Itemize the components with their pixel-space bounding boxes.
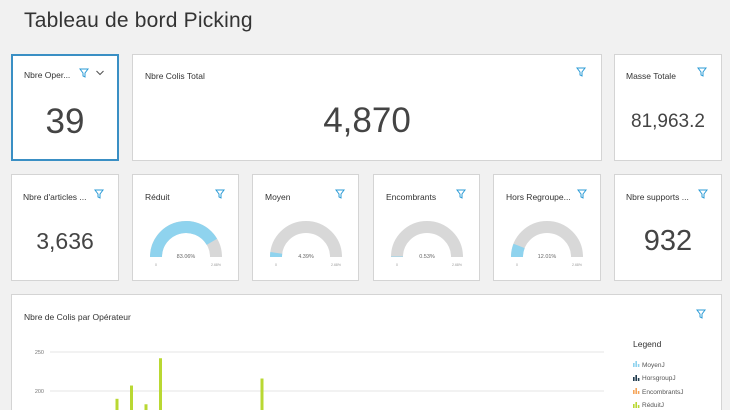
filter-icon[interactable] [456,189,466,199]
tile-masse-totale[interactable]: Masse Totale 81,963.2 [614,54,722,161]
gauge-track [269,221,342,258]
legend-label: HorsgroupJ [642,375,676,382]
chevron-down-icon[interactable] [95,68,105,78]
gauge-max-label: 2.68% [452,263,462,267]
legend-item: EncombrantsJ [633,388,684,396]
legend-swatch [633,374,640,383]
gauge-max-label: 2.68% [331,263,341,267]
tile-value: 4,870 [323,101,411,140]
legend-label: MoyenJ [642,361,665,369]
gauge-value: 0.53% [419,254,435,260]
tile-value: 932 [643,225,693,257]
legend-item: RéduitJ [633,401,665,410]
tile-nbre-colis-total[interactable]: Nbre Colis Total 4,870 [132,54,602,161]
gauge-value: 12.01% [538,254,557,260]
gauge-min-label: 0 [396,263,398,267]
legend-label: EncombrantsJ [642,388,684,396]
tile-gauge-hors-regroupement[interactable]: Hors Regroupe... 12.01% 0 2.68% [493,174,601,281]
tile-label: Réduit [145,192,170,202]
gauge: 0.53% 0 2.68% [374,217,479,267]
tile-label: Masse Totale [626,71,676,81]
tile-nbre-operateurs[interactable]: Nbre Oper... 39 [11,54,119,161]
filter-icon[interactable] [697,67,707,77]
gauge-fill [149,221,217,258]
tile-colis-par-operateur[interactable]: Nbre de Colis par Opérateur 250 200 Legen… [11,294,722,410]
tile-label: Encombrants [386,192,437,202]
gauge-value: 83.06% [176,254,195,260]
tile-label: Nbre d'articles ... [23,192,87,202]
gauge: 83.06% 0 2.68% [133,217,238,267]
gauge-min-label: 0 [516,263,518,267]
tile-label: Moyen [265,192,291,202]
bar [260,378,264,410]
gauge-max-label: 2.68% [572,263,582,267]
bar [144,404,148,410]
tile-gauge-reduit[interactable]: Réduit 83.06% 0 2.68% [132,174,239,281]
filter-icon[interactable] [696,309,706,319]
gauge: 4.39% 0 2.68% [253,217,358,267]
gauge-value: 4.39% [298,254,314,260]
filter-icon[interactable] [698,189,708,199]
filter-icon[interactable] [215,189,225,199]
legend-swatch [633,361,640,369]
tile-value: 39 [45,102,85,141]
legend-title: Legend [633,339,662,349]
gauge: 12.01% 0 2.68% [494,217,600,267]
tile-label: Nbre Oper... [24,70,71,80]
tile-label: Nbre supports ... [626,192,689,202]
filter-icon[interactable] [577,189,587,199]
tile-gauge-moyen[interactable]: Moyen 4.39% 0 2.68% [252,174,359,281]
tile-nbre-articles[interactable]: Nbre d'articles ... 3,636 [11,174,119,281]
page-title: Tableau de bord Picking [24,9,253,32]
bar [115,398,119,410]
gauge-fill [511,243,525,258]
legend-label: RéduitJ [642,402,665,409]
tile-label: Nbre Colis Total [145,71,205,81]
gauge-max-label: 2.68% [211,263,221,267]
filter-icon[interactable] [576,67,586,77]
bar [159,358,162,410]
chart-title: Nbre de Colis par Opérateur [24,312,131,322]
legend-item: MoyenJ [633,361,665,369]
gauge-min-label: 0 [275,263,277,267]
gauge-min-label: 0 [155,263,157,267]
y-tick-label: 250 [35,350,44,356]
tile-nbre-supports[interactable]: Nbre supports ... 932 [614,174,722,281]
gauge-track [390,221,463,258]
legend-swatch [633,401,640,410]
legend-item: HorsgroupJ [633,374,676,383]
gauge-track [511,221,583,258]
tile-label: Hors Regroupe... [506,192,571,202]
filter-icon[interactable] [79,68,89,78]
tile-value: 3,636 [36,228,94,254]
y-tick-label: 200 [35,389,44,395]
tile-value: 81,963.2 [631,111,705,132]
filter-icon[interactable] [94,189,104,199]
tile-gauge-encombrants[interactable]: Encombrants 0.53% 0 2.68% [373,174,480,281]
bar-chart: 250 200 [35,350,604,410]
bar [130,385,133,410]
filter-icon[interactable] [335,189,345,199]
legend-swatch [633,388,640,396]
